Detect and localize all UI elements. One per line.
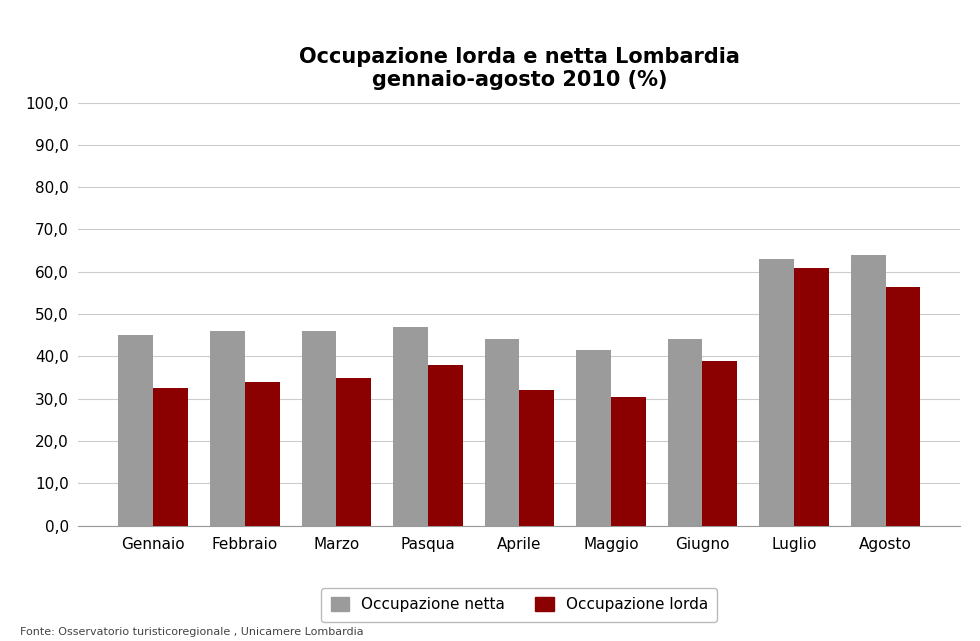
Bar: [428, 365, 463, 526]
Bar: [245, 382, 279, 526]
Bar: [153, 388, 188, 526]
Bar: [210, 331, 245, 526]
Bar: [336, 378, 371, 526]
Text: Fonte: Osservatorio turisticoregionale , Unicamere Lombardia: Fonte: Osservatorio turisticoregionale ,…: [20, 627, 364, 637]
Bar: [119, 335, 153, 526]
Title: Occupazione lorda e netta Lombardia
gennaio-agosto 2010 (%): Occupazione lorda e netta Lombardia genn…: [299, 47, 740, 90]
Bar: [393, 327, 428, 526]
Bar: [851, 255, 886, 526]
Legend: Occupazione netta, Occupazione lorda: Occupazione netta, Occupazione lorda: [321, 588, 717, 622]
Bar: [519, 390, 554, 526]
Bar: [611, 397, 646, 526]
Bar: [576, 350, 611, 526]
Bar: [760, 259, 794, 526]
Bar: [667, 340, 703, 526]
Bar: [485, 340, 519, 526]
Bar: [886, 287, 920, 526]
Bar: [302, 331, 336, 526]
Bar: [794, 267, 829, 526]
Bar: [703, 361, 737, 526]
